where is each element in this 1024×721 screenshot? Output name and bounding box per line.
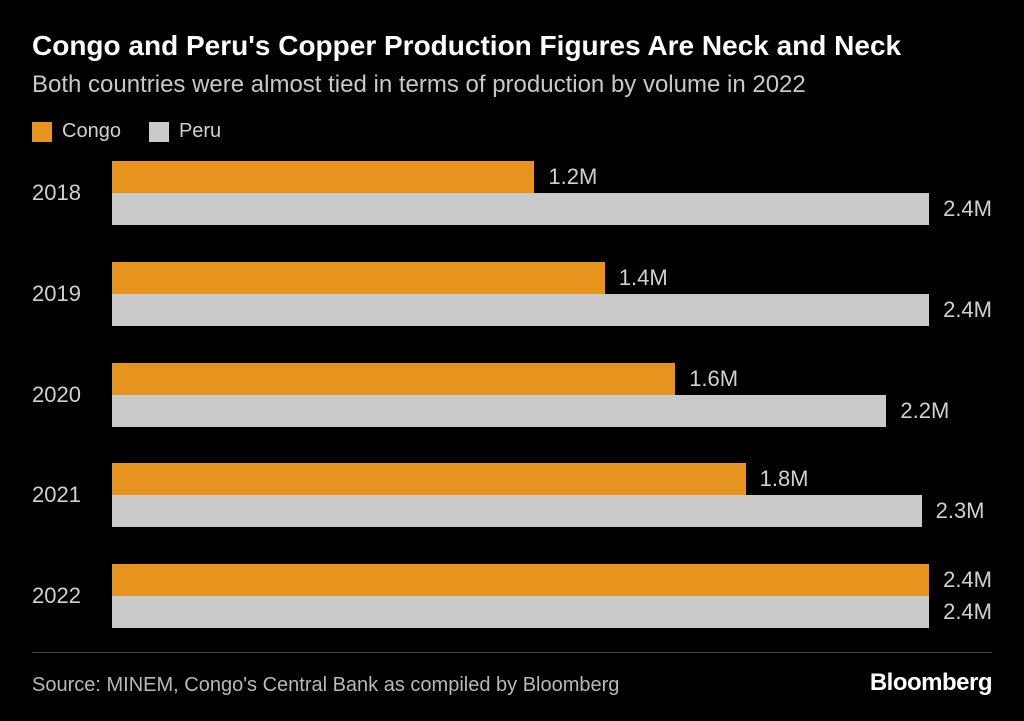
bar [112, 294, 929, 326]
bar-value-label: 1.6M [689, 366, 738, 392]
bar-value-label: 1.4M [619, 265, 668, 291]
legend: Congo Peru [32, 120, 992, 143]
bar-value-label: 1.2M [548, 164, 597, 190]
legend-label: Peru [179, 120, 221, 143]
year-label: 2022 [32, 583, 94, 609]
bar-chart: 2018 1.2M 2.4M 2019 1.4M 2.4M 2020 1.6M 2.2M 2021… [32, 161, 992, 648]
year-group: 2022 2.4M 2.4M [32, 564, 992, 628]
bar-value-label: 2.4M [943, 567, 992, 593]
bar-row: 2.4M [112, 193, 992, 225]
bar [112, 463, 746, 495]
bar-value-label: 2.4M [943, 196, 992, 222]
legend-item: Peru [149, 120, 221, 143]
bar-row: 2.3M [112, 495, 992, 527]
bar [112, 193, 929, 225]
legend-item: Congo [32, 120, 121, 143]
bar-pair: 1.2M 2.4M [112, 161, 992, 225]
year-label: 2018 [32, 180, 94, 206]
bar-value-label: 1.8M [760, 466, 809, 492]
bar-row: 2.4M [112, 564, 992, 596]
bar-row: 1.8M [112, 463, 992, 495]
chart-footer: Source: MINEM, Congo's Central Bank as c… [32, 652, 992, 697]
year-label: 2021 [32, 482, 94, 508]
bar [112, 363, 675, 395]
bar [112, 395, 886, 427]
year-group: 2019 1.4M 2.4M [32, 262, 992, 326]
bar-pair: 2.4M 2.4M [112, 564, 992, 628]
year-group: 2020 1.6M 2.2M [32, 363, 992, 427]
bar-value-label: 2.4M [943, 297, 992, 323]
bar-row: 2.4M [112, 294, 992, 326]
bar-value-label: 2.2M [900, 398, 949, 424]
year-label: 2019 [32, 281, 94, 307]
chart-title: Congo and Peru's Copper Production Figur… [32, 28, 992, 63]
year-group: 2018 1.2M 2.4M [32, 161, 992, 225]
source-text: Source: MINEM, Congo's Central Bank as c… [32, 674, 619, 697]
legend-label: Congo [62, 120, 121, 143]
bar [112, 564, 929, 596]
bar-pair: 1.6M 2.2M [112, 363, 992, 427]
bar [112, 161, 534, 193]
bar-row: 1.4M [112, 262, 992, 294]
legend-swatch [32, 122, 52, 142]
bar [112, 262, 605, 294]
bar-pair: 1.8M 2.3M [112, 463, 992, 527]
bar-row: 2.4M [112, 596, 992, 628]
bar [112, 495, 922, 527]
legend-swatch [149, 122, 169, 142]
brand-logo: Bloomberg [870, 669, 992, 697]
year-label: 2020 [32, 382, 94, 408]
bar-row: 1.2M [112, 161, 992, 193]
bar [112, 596, 929, 628]
bar-value-label: 2.3M [936, 498, 985, 524]
bar-value-label: 2.4M [943, 599, 992, 625]
year-group: 2021 1.8M 2.3M [32, 463, 992, 527]
bar-row: 1.6M [112, 363, 992, 395]
chart-subtitle: Both countries were almost tied in terms… [32, 69, 992, 100]
bar-pair: 1.4M 2.4M [112, 262, 992, 326]
bar-row: 2.2M [112, 395, 992, 427]
